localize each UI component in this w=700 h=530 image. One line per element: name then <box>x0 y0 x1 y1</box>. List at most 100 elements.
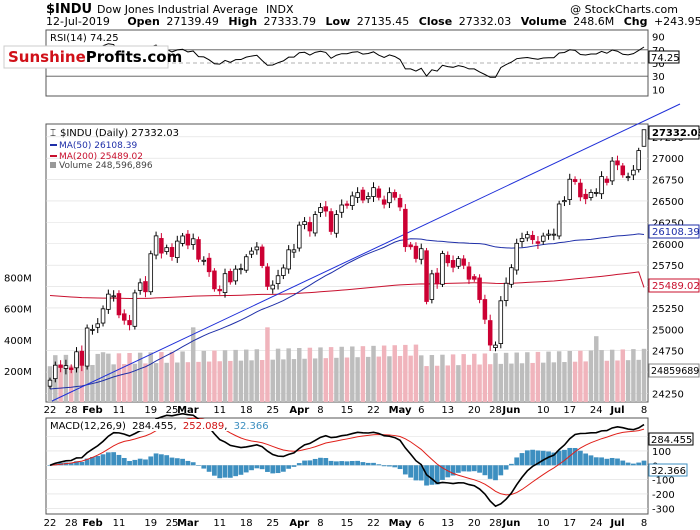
macd-histogram-bar <box>323 458 329 466</box>
candle-body <box>631 169 636 176</box>
volume-bar <box>122 364 127 402</box>
close-label: Close <box>419 15 452 28</box>
candle-body <box>381 199 387 205</box>
macd-histogram-bar <box>132 459 138 466</box>
volume-bar <box>286 348 291 402</box>
volume-bar <box>429 355 435 402</box>
macd-histogram-bar <box>524 450 530 466</box>
volume-bar <box>556 351 562 402</box>
macd-histogram-bar <box>477 465 482 473</box>
volume-bar <box>631 349 636 402</box>
candle-body <box>525 234 530 239</box>
candle-body <box>434 272 440 285</box>
candle-body <box>148 253 154 293</box>
candle-body <box>456 258 461 267</box>
macd-histogram-bar <box>296 463 302 466</box>
macd-histogram-bar <box>307 460 313 466</box>
volume-bar <box>185 362 191 402</box>
candle-body <box>339 204 344 213</box>
x-axis-label: 22 <box>367 518 380 529</box>
volume-bar <box>625 360 631 402</box>
volume-bar <box>339 346 344 402</box>
macd-histogram-bar <box>249 465 254 471</box>
volume-bar <box>74 354 79 402</box>
price-tick-label: 26250 <box>652 218 684 229</box>
volume-bar <box>392 345 397 402</box>
candle-body <box>450 260 456 268</box>
candle-body <box>196 239 201 260</box>
macd-histogram-bar <box>429 465 435 485</box>
candle-body <box>588 192 594 198</box>
volume-badge-box <box>648 363 700 378</box>
macd-histogram-bar <box>397 465 403 470</box>
candle-body <box>477 277 482 300</box>
volume-bar <box>509 363 514 402</box>
candle-body <box>291 249 297 253</box>
macd-histogram-bar <box>222 465 228 478</box>
x-axis-label: 19 <box>144 518 157 529</box>
volume-bar <box>641 348 647 402</box>
x-axis-label: 6 <box>418 518 424 529</box>
macd-histogram-bar <box>509 463 514 466</box>
candle-body <box>344 203 350 206</box>
macd-histogram-bar <box>365 462 371 466</box>
macd-histogram-bar <box>74 461 79 466</box>
candle-body <box>641 129 647 147</box>
macd-histogram-bar <box>265 465 270 472</box>
macd-histogram-bar <box>79 461 85 466</box>
volume-bar <box>201 350 207 402</box>
volume-bar <box>233 349 238 402</box>
macd-legend-hist: 32.366 <box>234 421 269 432</box>
watermark-part1: Sunshine <box>8 48 86 66</box>
volume-bar <box>376 356 382 402</box>
volume-bar <box>530 362 535 402</box>
volume-bar <box>387 356 392 402</box>
macd-histogram-bar <box>153 453 159 466</box>
candle-body <box>413 245 419 259</box>
ma200-badge: 25489.02 <box>652 281 700 292</box>
volume-bar <box>143 363 148 402</box>
volume-tick-label: 400M <box>4 336 32 347</box>
macd-histogram-bar <box>344 461 350 466</box>
signal-line <box>49 417 645 496</box>
volume-bar <box>408 355 413 402</box>
volume-bar <box>599 350 604 402</box>
macd-histogram-bar <box>270 465 276 474</box>
volume-bar <box>424 366 429 402</box>
volume-tick-label: 600M <box>4 305 32 316</box>
volume-bar <box>190 327 196 402</box>
macd-histogram-bar <box>196 465 201 466</box>
macd-histogram-bar <box>371 462 376 466</box>
x-axis-label: 11 <box>213 405 226 416</box>
candle-body <box>222 273 228 293</box>
price-tick-label: 26000 <box>652 240 684 251</box>
candle-body <box>440 253 445 285</box>
macd-histogram-bar <box>471 465 477 472</box>
candle-body <box>403 208 408 248</box>
close-badge-box <box>648 125 700 140</box>
candle-body <box>429 273 435 300</box>
macd-histogram-bar <box>503 465 509 470</box>
candle-body <box>350 195 355 207</box>
volume-bar <box>127 353 132 402</box>
candle-body <box>387 192 392 204</box>
volume-bar <box>196 361 201 402</box>
candle-body <box>355 192 360 198</box>
candle-body <box>90 328 95 331</box>
candle-body <box>498 300 504 344</box>
candle-body <box>259 246 265 266</box>
volume-bar <box>636 359 641 402</box>
macd-histogram-bar <box>434 465 440 485</box>
volume-bar <box>84 354 90 402</box>
volume-bar <box>419 355 424 402</box>
x-axis-label: Jul <box>609 405 624 416</box>
x-axis-label: 8 <box>641 405 647 416</box>
candle-body <box>58 364 63 368</box>
macd-histogram-bar <box>217 465 223 479</box>
price-legend-title: $INDU (Daily) 27332.03 <box>60 128 179 139</box>
x-axis-label: 18 <box>240 405 253 416</box>
volume-bar <box>546 351 551 402</box>
volume-bar <box>132 363 138 402</box>
x-axis-label: 8 <box>641 518 647 529</box>
x-axis-label: 10 <box>537 405 550 416</box>
